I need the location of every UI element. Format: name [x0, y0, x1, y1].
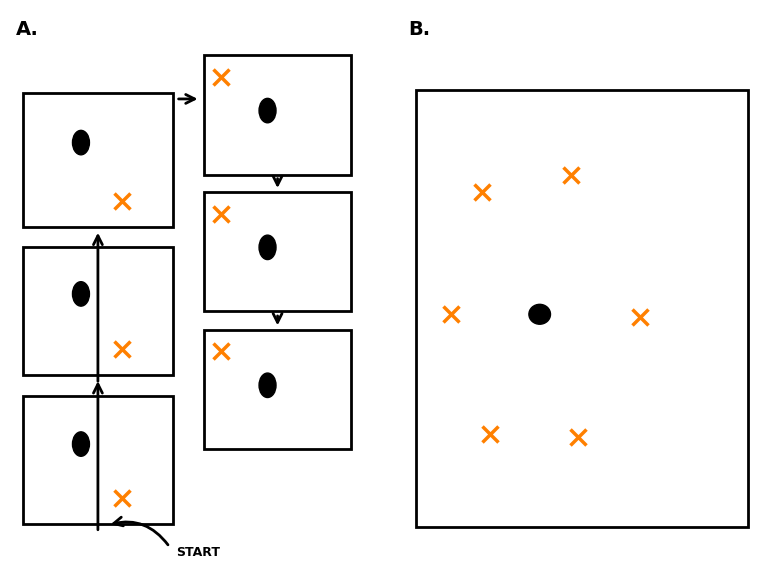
FancyArrowPatch shape — [113, 517, 168, 545]
Bar — [204, 330, 351, 449]
Bar — [204, 192, 351, 311]
FancyArrowPatch shape — [273, 176, 282, 185]
Bar — [23, 396, 173, 524]
Ellipse shape — [259, 98, 276, 123]
Bar — [204, 55, 351, 175]
Ellipse shape — [72, 130, 89, 155]
FancyArrowPatch shape — [273, 314, 282, 322]
Text: START: START — [176, 546, 220, 559]
Ellipse shape — [259, 235, 276, 260]
Ellipse shape — [529, 304, 550, 324]
Ellipse shape — [72, 282, 89, 306]
Bar — [416, 90, 748, 527]
FancyArrowPatch shape — [93, 236, 103, 381]
Ellipse shape — [259, 373, 276, 398]
Bar — [23, 247, 173, 375]
Bar — [23, 93, 173, 227]
Text: B.: B. — [409, 20, 431, 40]
FancyArrowPatch shape — [179, 94, 194, 104]
FancyArrowPatch shape — [93, 384, 103, 530]
Text: A.: A. — [15, 20, 39, 40]
Ellipse shape — [72, 432, 89, 456]
